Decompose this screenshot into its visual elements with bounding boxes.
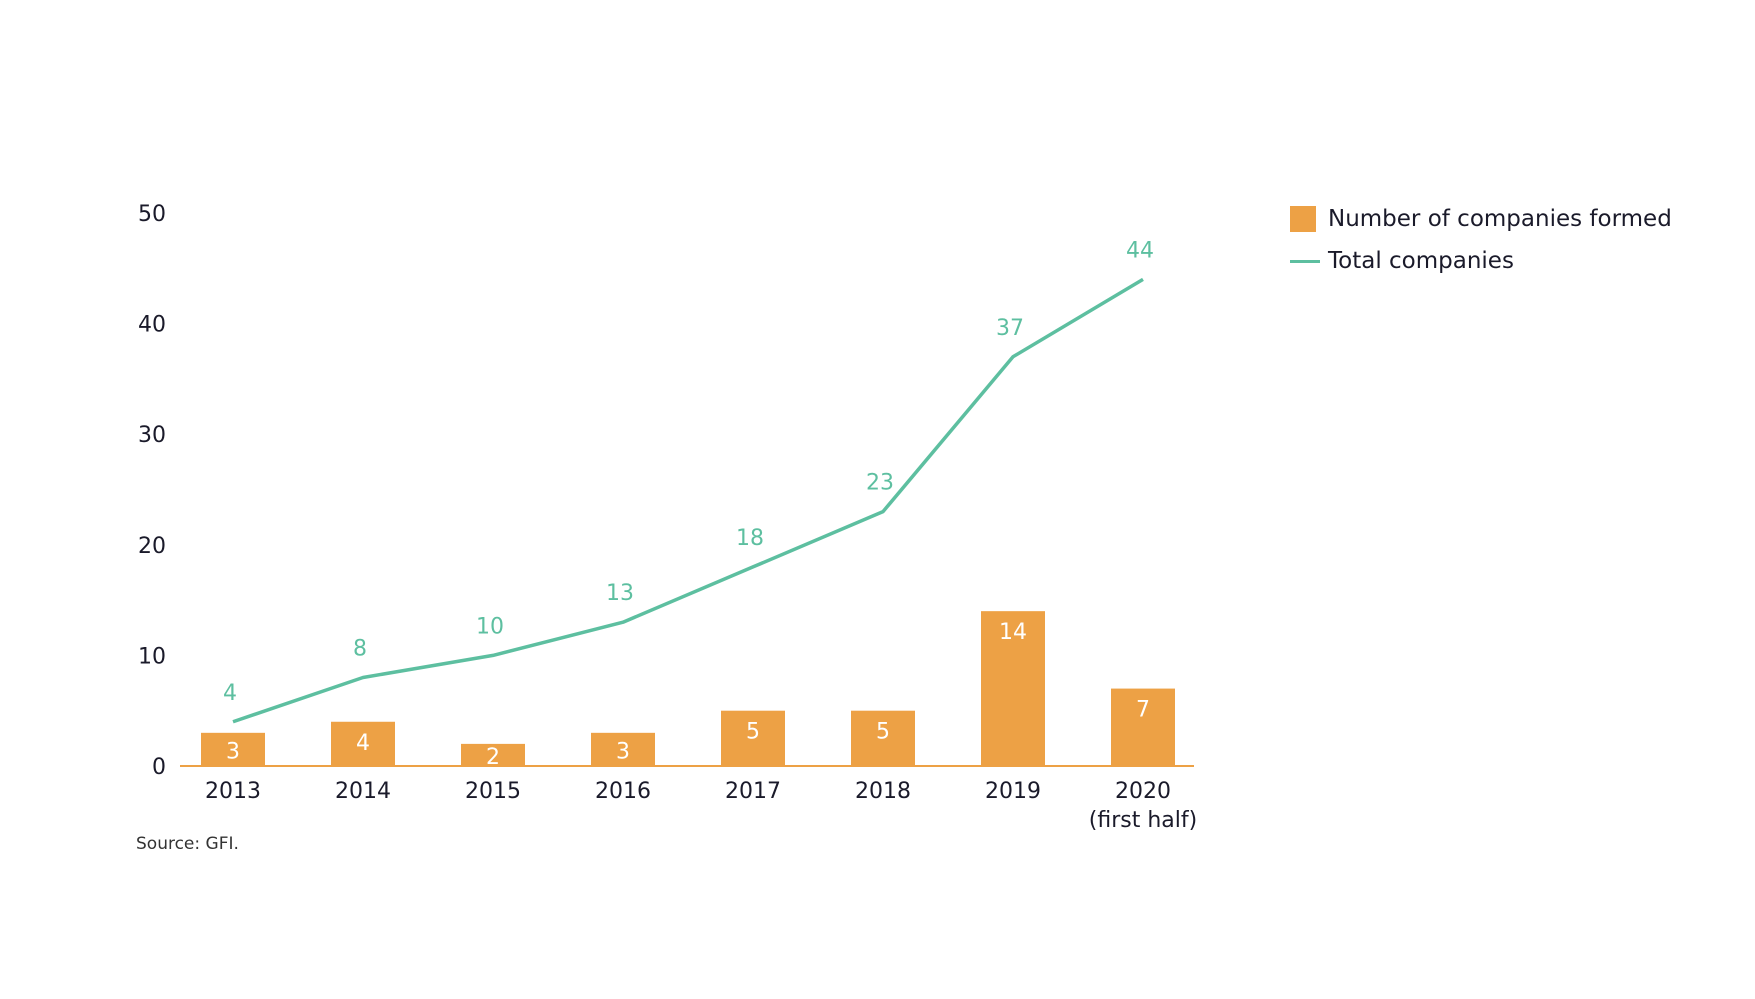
bar-value-label: 14 bbox=[999, 620, 1027, 645]
legend-label-line: Total companies bbox=[1328, 248, 1514, 274]
bar-value-label: 7 bbox=[1136, 698, 1150, 723]
bar bbox=[981, 611, 1045, 766]
line-value-label: 13 bbox=[606, 581, 634, 606]
legend-bar-swatch bbox=[1290, 206, 1316, 232]
legend-item-bars: Number of companies formed bbox=[1290, 198, 1672, 240]
y-tick-label: 40 bbox=[138, 313, 166, 338]
legend: Number of companies formed Total compani… bbox=[1290, 198, 1672, 282]
x-tick-label: 2014 bbox=[335, 779, 391, 804]
y-tick-label: 30 bbox=[138, 423, 166, 448]
line-value-label: 44 bbox=[1126, 238, 1154, 263]
bar-value-label: 5 bbox=[746, 720, 760, 745]
line-value-label: 4 bbox=[223, 681, 237, 706]
x-tick-label: 2018 bbox=[855, 779, 911, 804]
line-value-label: 37 bbox=[996, 316, 1024, 341]
x-tick-label: 2020 bbox=[1115, 779, 1171, 804]
x-tick-label: (first half) bbox=[1089, 808, 1197, 833]
line-value-label: 18 bbox=[736, 526, 764, 551]
bar-value-label: 3 bbox=[226, 739, 240, 764]
x-tick-label: 2016 bbox=[595, 779, 651, 804]
legend-line-swatch bbox=[1290, 259, 1320, 263]
x-tick-label: 2013 bbox=[205, 779, 261, 804]
bar bbox=[851, 710, 915, 766]
y-tick-label: 0 bbox=[152, 755, 166, 780]
x-tick-label: 2017 bbox=[725, 779, 781, 804]
bar-value-label: 2 bbox=[486, 745, 500, 770]
line-series bbox=[232, 277, 1144, 724]
bar bbox=[331, 721, 395, 766]
bar-value-label: 3 bbox=[616, 739, 630, 764]
bar bbox=[461, 743, 525, 766]
source-note: Source: GFI. bbox=[136, 834, 239, 854]
bar bbox=[201, 732, 265, 766]
legend-label-bars: Number of companies formed bbox=[1328, 206, 1672, 232]
line-value-label: 23 bbox=[866, 471, 894, 496]
y-tick-label: 50 bbox=[138, 202, 166, 227]
x-tick-label: 2019 bbox=[985, 779, 1041, 804]
bar bbox=[1111, 688, 1175, 766]
legend-item-line: Total companies bbox=[1290, 240, 1672, 282]
y-tick-label: 10 bbox=[138, 644, 166, 669]
bar bbox=[591, 732, 655, 766]
bar-value-label: 5 bbox=[876, 720, 890, 745]
bar-value-label: 4 bbox=[356, 731, 370, 756]
line-value-label: 8 bbox=[353, 637, 367, 662]
x-tick-label: 2015 bbox=[465, 779, 521, 804]
y-tick-label: 20 bbox=[138, 534, 166, 559]
line-value-label: 10 bbox=[476, 614, 504, 639]
bar bbox=[721, 710, 785, 766]
